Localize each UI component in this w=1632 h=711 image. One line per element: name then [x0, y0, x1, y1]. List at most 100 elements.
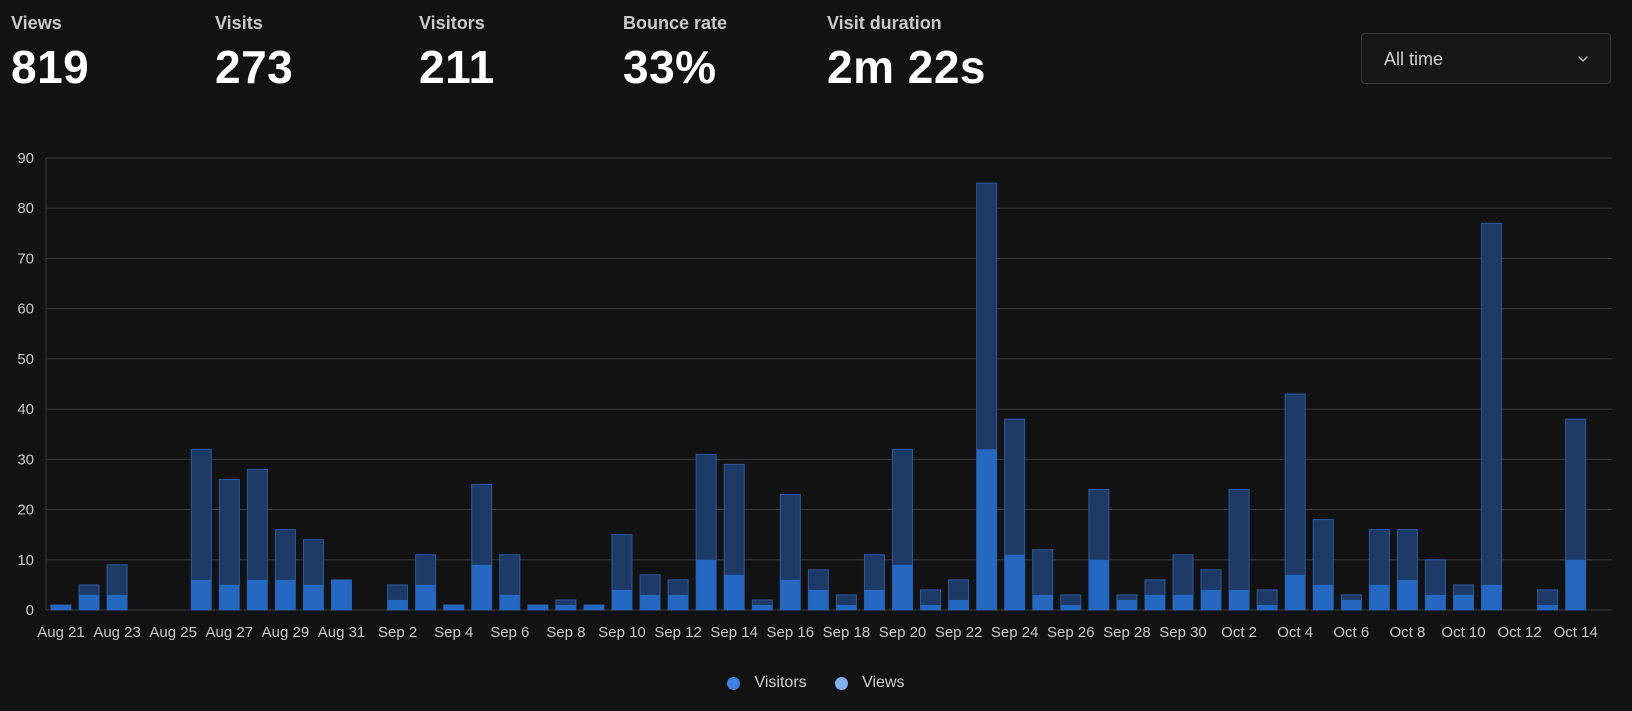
visitors-bar[interactable]: [247, 579, 268, 610]
visitors-bar[interactable]: [1257, 604, 1278, 610]
x-tick-label: Aug 31: [318, 624, 366, 641]
visitors-bar[interactable]: [1088, 559, 1109, 610]
visitors-bar[interactable]: [976, 449, 997, 610]
x-tick-label: Sep 8: [546, 624, 585, 641]
views-visitors-bar-chart: 0 10 20 30 40 50 60 70 80 90 Aug 21 Aug 23 Aug 25 Aug…: [17, 150, 1612, 641]
metric-visit-duration[interactable]: Visit duration 2m 22s: [827, 13, 986, 94]
x-tick-label: Sep 10: [598, 624, 646, 641]
y-tick-label: 90: [17, 150, 34, 167]
metric-value: 211: [419, 41, 495, 93]
legend-item-views[interactable]: Views: [835, 674, 905, 692]
visitors-bar[interactable]: [1116, 599, 1137, 610]
visitors-bar[interactable]: [1173, 594, 1193, 610]
visitors-bar[interactable]: [1397, 579, 1418, 610]
visitors-bar[interactable]: [640, 594, 661, 610]
visitors-bar[interactable]: [808, 589, 829, 610]
chart-legend: Visitors Views: [0, 674, 1632, 695]
x-tick-label: Sep 2: [378, 624, 417, 641]
visitors-bar[interactable]: [668, 594, 689, 610]
x-tick-label: Aug 25: [149, 624, 197, 641]
x-tick-label: Sep 22: [935, 624, 983, 641]
x-tick-label: Sep 24: [991, 624, 1039, 641]
visitors-bar[interactable]: [303, 584, 324, 610]
visitors-bar[interactable]: [1229, 589, 1250, 610]
y-tick-label: 40: [17, 401, 34, 418]
visitors-bar[interactable]: [1369, 584, 1390, 610]
visitors-bar[interactable]: [1341, 599, 1362, 610]
x-tick-label: Sep 20: [879, 624, 927, 641]
x-tick-label: Oct 12: [1498, 624, 1542, 641]
visitors-bar[interactable]: [752, 604, 773, 610]
views-bar[interactable]: [1481, 222, 1503, 611]
x-tick-label: Sep 6: [490, 624, 529, 641]
visitors-bar[interactable]: [1565, 559, 1586, 610]
visitors-bar[interactable]: [107, 594, 128, 610]
x-tick-label: Sep 12: [654, 624, 702, 641]
visitors-bar[interactable]: [331, 579, 352, 610]
x-tick-label: Oct 6: [1333, 624, 1369, 641]
legend-swatch-visitors: [727, 676, 741, 690]
visitors-bar[interactable]: [415, 584, 436, 610]
date-range-label: All time: [1384, 49, 1444, 69]
visitors-bar[interactable]: [948, 599, 969, 610]
metric-visits[interactable]: Visits 273: [215, 13, 293, 94]
metric-value: 2m 22s: [827, 41, 987, 93]
visitors-bar[interactable]: [1285, 574, 1306, 610]
legend-item-visitors[interactable]: Visitors: [727, 674, 807, 692]
visitors-bar[interactable]: [387, 599, 408, 610]
visitors-bar[interactable]: [275, 579, 296, 610]
visitors-bar[interactable]: [1032, 594, 1053, 610]
visitors-bar[interactable]: [780, 579, 801, 610]
visitors-bar[interactable]: [1425, 594, 1446, 610]
metric-label: Visits: [215, 13, 263, 33]
y-tick-label: 0: [26, 602, 34, 619]
y-tick-label: 70: [17, 250, 34, 267]
metric-bounce-rate[interactable]: Bounce rate 33%: [623, 13, 727, 94]
visitors-bar[interactable]: [1313, 584, 1334, 610]
visitors-bar[interactable]: [499, 594, 520, 610]
visitors-bar[interactable]: [1060, 604, 1081, 610]
metric-value: 273: [215, 41, 294, 93]
y-tick-label: 50: [17, 351, 34, 368]
visitors-bar[interactable]: [724, 574, 745, 610]
visitors-bar[interactable]: [191, 579, 212, 610]
visitors-bar[interactable]: [920, 604, 941, 610]
visitors-bar[interactable]: [471, 564, 492, 610]
visitors-bar[interactable]: [612, 589, 632, 610]
legend-swatch-views: [835, 676, 849, 690]
visitors-bar[interactable]: [583, 604, 604, 610]
visitors-bar[interactable]: [696, 559, 717, 610]
x-tick-label: Oct 8: [1389, 624, 1425, 641]
visitors-bar[interactable]: [555, 604, 576, 610]
metric-views[interactable]: Views 819: [11, 13, 89, 94]
x-tick-label: Sep 4: [434, 624, 473, 641]
visitors-bar[interactable]: [219, 584, 240, 610]
visitors-bar[interactable]: [443, 604, 464, 610]
visitors-bar[interactable]: [836, 604, 857, 610]
visitors-bar[interactable]: [1201, 589, 1222, 610]
visitors-bar[interactable]: [1537, 604, 1558, 610]
x-tick-label: Sep 30: [1159, 624, 1207, 641]
x-tick-label: Aug 23: [93, 624, 141, 641]
visitors-bar[interactable]: [1144, 594, 1165, 610]
visitors-bar[interactable]: [527, 604, 548, 610]
metric-label: Visit duration: [827, 13, 942, 33]
chevron-down-icon: [1578, 56, 1588, 62]
x-tick-label: Sep 28: [1103, 624, 1151, 641]
x-tick-label: Aug 29: [262, 624, 310, 641]
metric-visitors[interactable]: Visitors 211: [419, 13, 495, 94]
x-tick-label: Sep 26: [1047, 624, 1095, 641]
visitors-bar[interactable]: [79, 594, 100, 610]
visitors-bar[interactable]: [51, 604, 71, 610]
visitors-bar[interactable]: [864, 589, 885, 610]
x-tick-label: Oct 14: [1554, 624, 1598, 641]
visitors-bar[interactable]: [892, 564, 913, 610]
x-tick-label: Oct 2: [1221, 624, 1257, 641]
date-range-select[interactable]: All time: [1361, 33, 1611, 84]
visitors-bar[interactable]: [1481, 584, 1502, 610]
y-tick-label: 10: [17, 552, 34, 569]
x-tick-label: Aug 21: [37, 624, 85, 641]
metrics-panel: Views 819 Visits 273 Visitors 211 Bounce…: [0, 0, 1100, 110]
visitors-bar[interactable]: [1453, 594, 1474, 610]
visitors-bar[interactable]: [1004, 554, 1025, 610]
